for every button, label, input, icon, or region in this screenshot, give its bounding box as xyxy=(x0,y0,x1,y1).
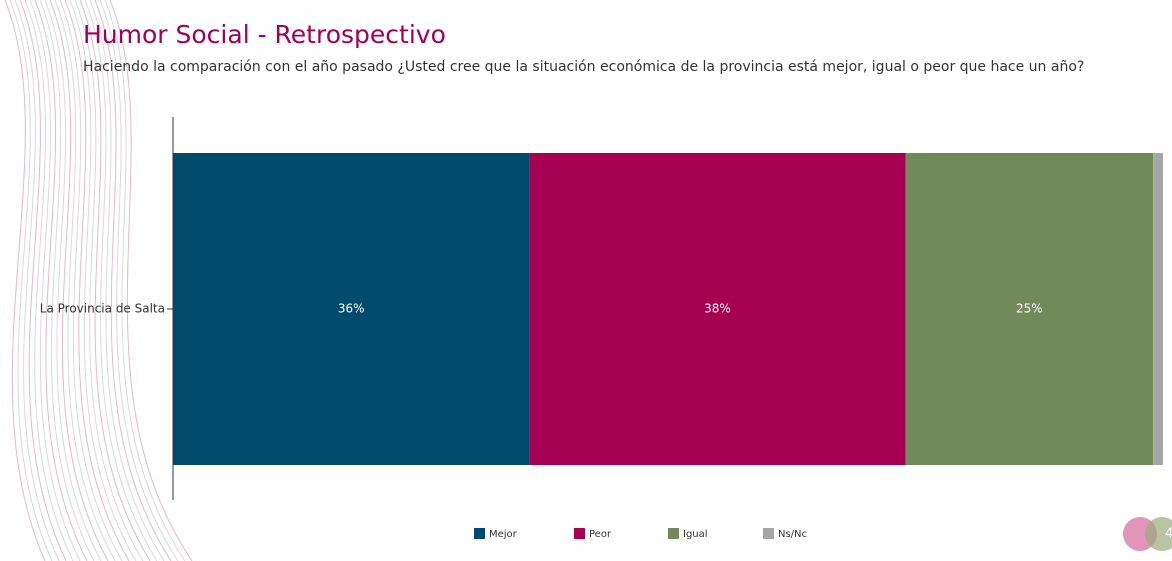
decor-line xyxy=(9,0,53,561)
legend-label: Peor xyxy=(589,529,612,540)
decor-line xyxy=(89,0,165,561)
decor-line xyxy=(64,0,130,561)
legend-label: Ns/Nc xyxy=(778,529,807,540)
legend-label: Mejor xyxy=(489,529,518,540)
decor-line xyxy=(54,0,116,561)
decor-circle xyxy=(1145,517,1172,551)
legend-swatch xyxy=(474,528,485,539)
decor-line xyxy=(29,0,81,561)
legend-label: Igual xyxy=(683,529,708,540)
decor-line xyxy=(69,0,137,561)
decor-line xyxy=(94,0,172,561)
bar-segment xyxy=(905,153,1154,465)
legend-swatch xyxy=(574,528,585,539)
decor-line xyxy=(14,0,60,561)
decor-line xyxy=(74,0,144,561)
decoration xyxy=(4,0,193,561)
legend-swatch xyxy=(763,528,774,539)
page-number: 4 xyxy=(1165,527,1172,542)
legend-swatch xyxy=(668,528,679,539)
decor-line xyxy=(109,0,193,561)
chart-title: Humor Social - Retrospectivo xyxy=(83,20,446,49)
decor-line xyxy=(44,0,102,561)
decor-line xyxy=(19,0,67,561)
data-label: 25% xyxy=(1016,302,1043,316)
bar-segment xyxy=(529,153,906,465)
bar-segment xyxy=(173,153,530,465)
decor-line xyxy=(39,0,95,561)
bar-segment xyxy=(1153,153,1163,465)
decor-line xyxy=(49,0,109,561)
decor-line xyxy=(99,0,179,561)
decor-line xyxy=(84,0,158,561)
decor-line xyxy=(104,0,186,561)
decor-line xyxy=(24,0,74,561)
decor-line xyxy=(79,0,151,561)
decor-line xyxy=(34,0,88,561)
data-label: 38% xyxy=(704,302,731,316)
chart-subtitle: Haciendo la comparación con el año pasad… xyxy=(83,59,1085,75)
decor-line xyxy=(4,0,46,561)
decor-line xyxy=(59,0,123,561)
data-label: 36% xyxy=(338,302,365,316)
y-tick-label: La Provincia de Salta xyxy=(40,302,165,316)
